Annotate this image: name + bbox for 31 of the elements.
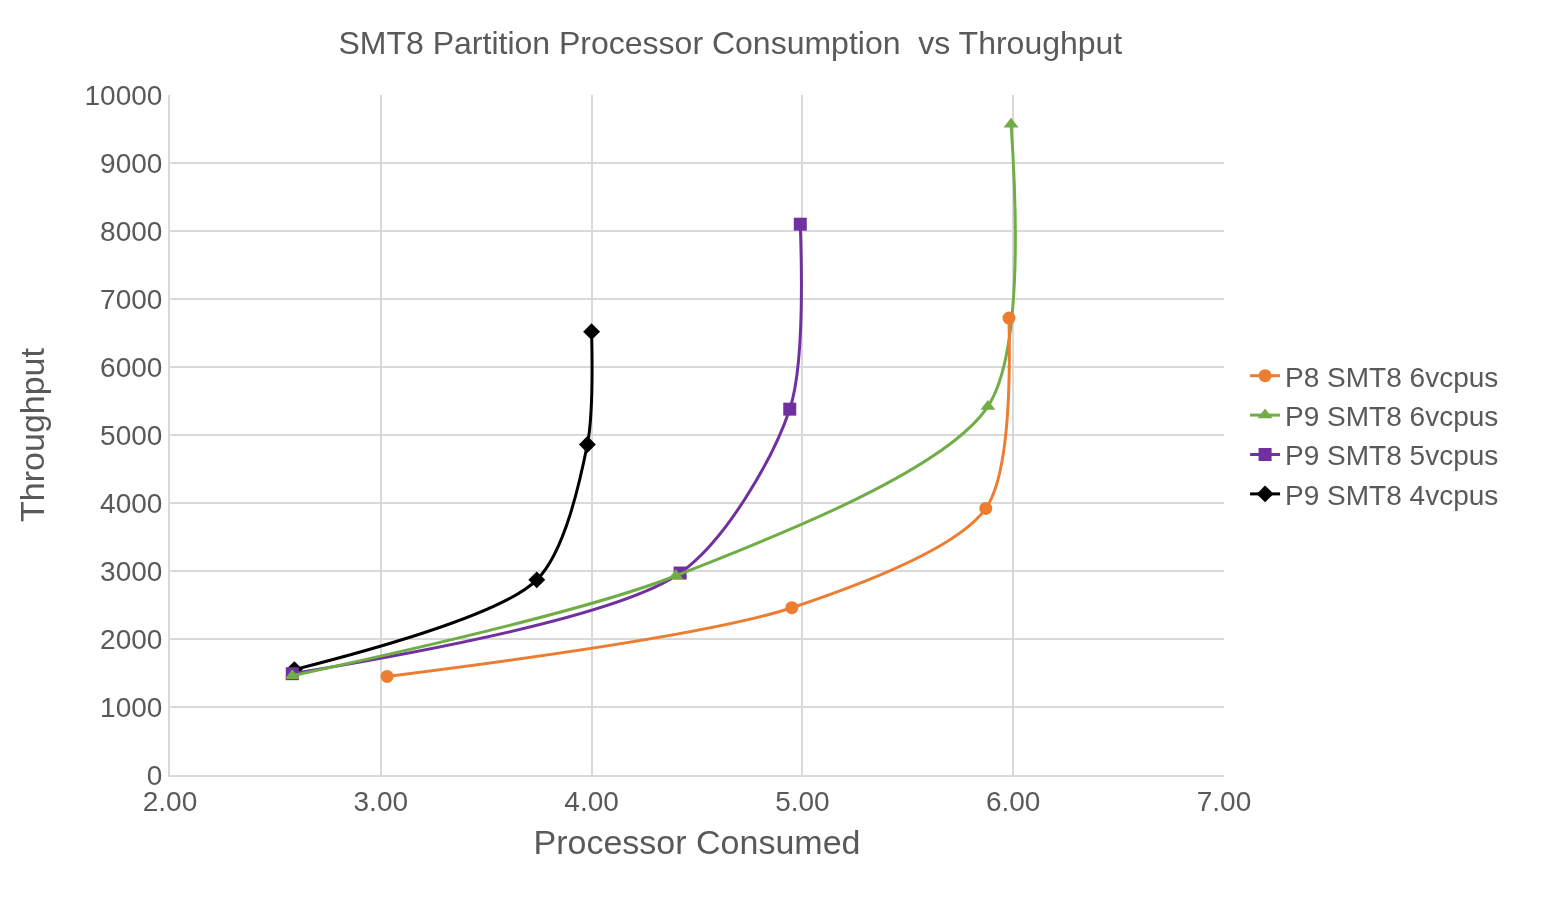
y-tick-label: 5000 [100, 419, 163, 451]
y-tick-label: 2000 [100, 623, 163, 655]
point [979, 501, 993, 515]
y-tick-label: 10000 [84, 79, 163, 111]
x-tick-label: 7.00 [1196, 785, 1252, 817]
y-axis-title: Throughput [12, 347, 51, 522]
chart-title: SMT8 Partition Processor Consumption vs Throughput [338, 24, 1123, 61]
point [583, 323, 601, 341]
y-tick-label: 3000 [100, 555, 163, 587]
x-axis-title: Processor Consumed [533, 823, 861, 862]
point [783, 402, 797, 416]
y-tick-label: 4000 [100, 487, 163, 519]
legend-label: P9 SMT8 4vcpus [1285, 479, 1499, 511]
point [793, 217, 807, 231]
point [380, 669, 394, 683]
point [528, 571, 546, 589]
y-tick-label: 6000 [100, 351, 163, 383]
x-tick-label: 5.00 [775, 785, 830, 817]
point [578, 436, 596, 453]
y-tick-label: 7000 [100, 283, 163, 315]
y-tick-label: 9000 [100, 147, 163, 179]
y-tick-label: 8000 [100, 215, 163, 247]
x-tick-label: 6.00 [985, 785, 1041, 817]
legend-label: P9 SMT8 6vcpus [1285, 401, 1499, 433]
point [785, 601, 799, 615]
x-tick-label: 3.00 [353, 785, 409, 817]
y-tick-label: 1000 [100, 691, 163, 723]
x-tick-label: 4.00 [564, 785, 619, 817]
legend-label: P9 SMT8 5vcpus [1285, 440, 1499, 472]
point [1002, 311, 1016, 325]
legend-label: P8 SMT8 6vcpus [1285, 361, 1499, 393]
